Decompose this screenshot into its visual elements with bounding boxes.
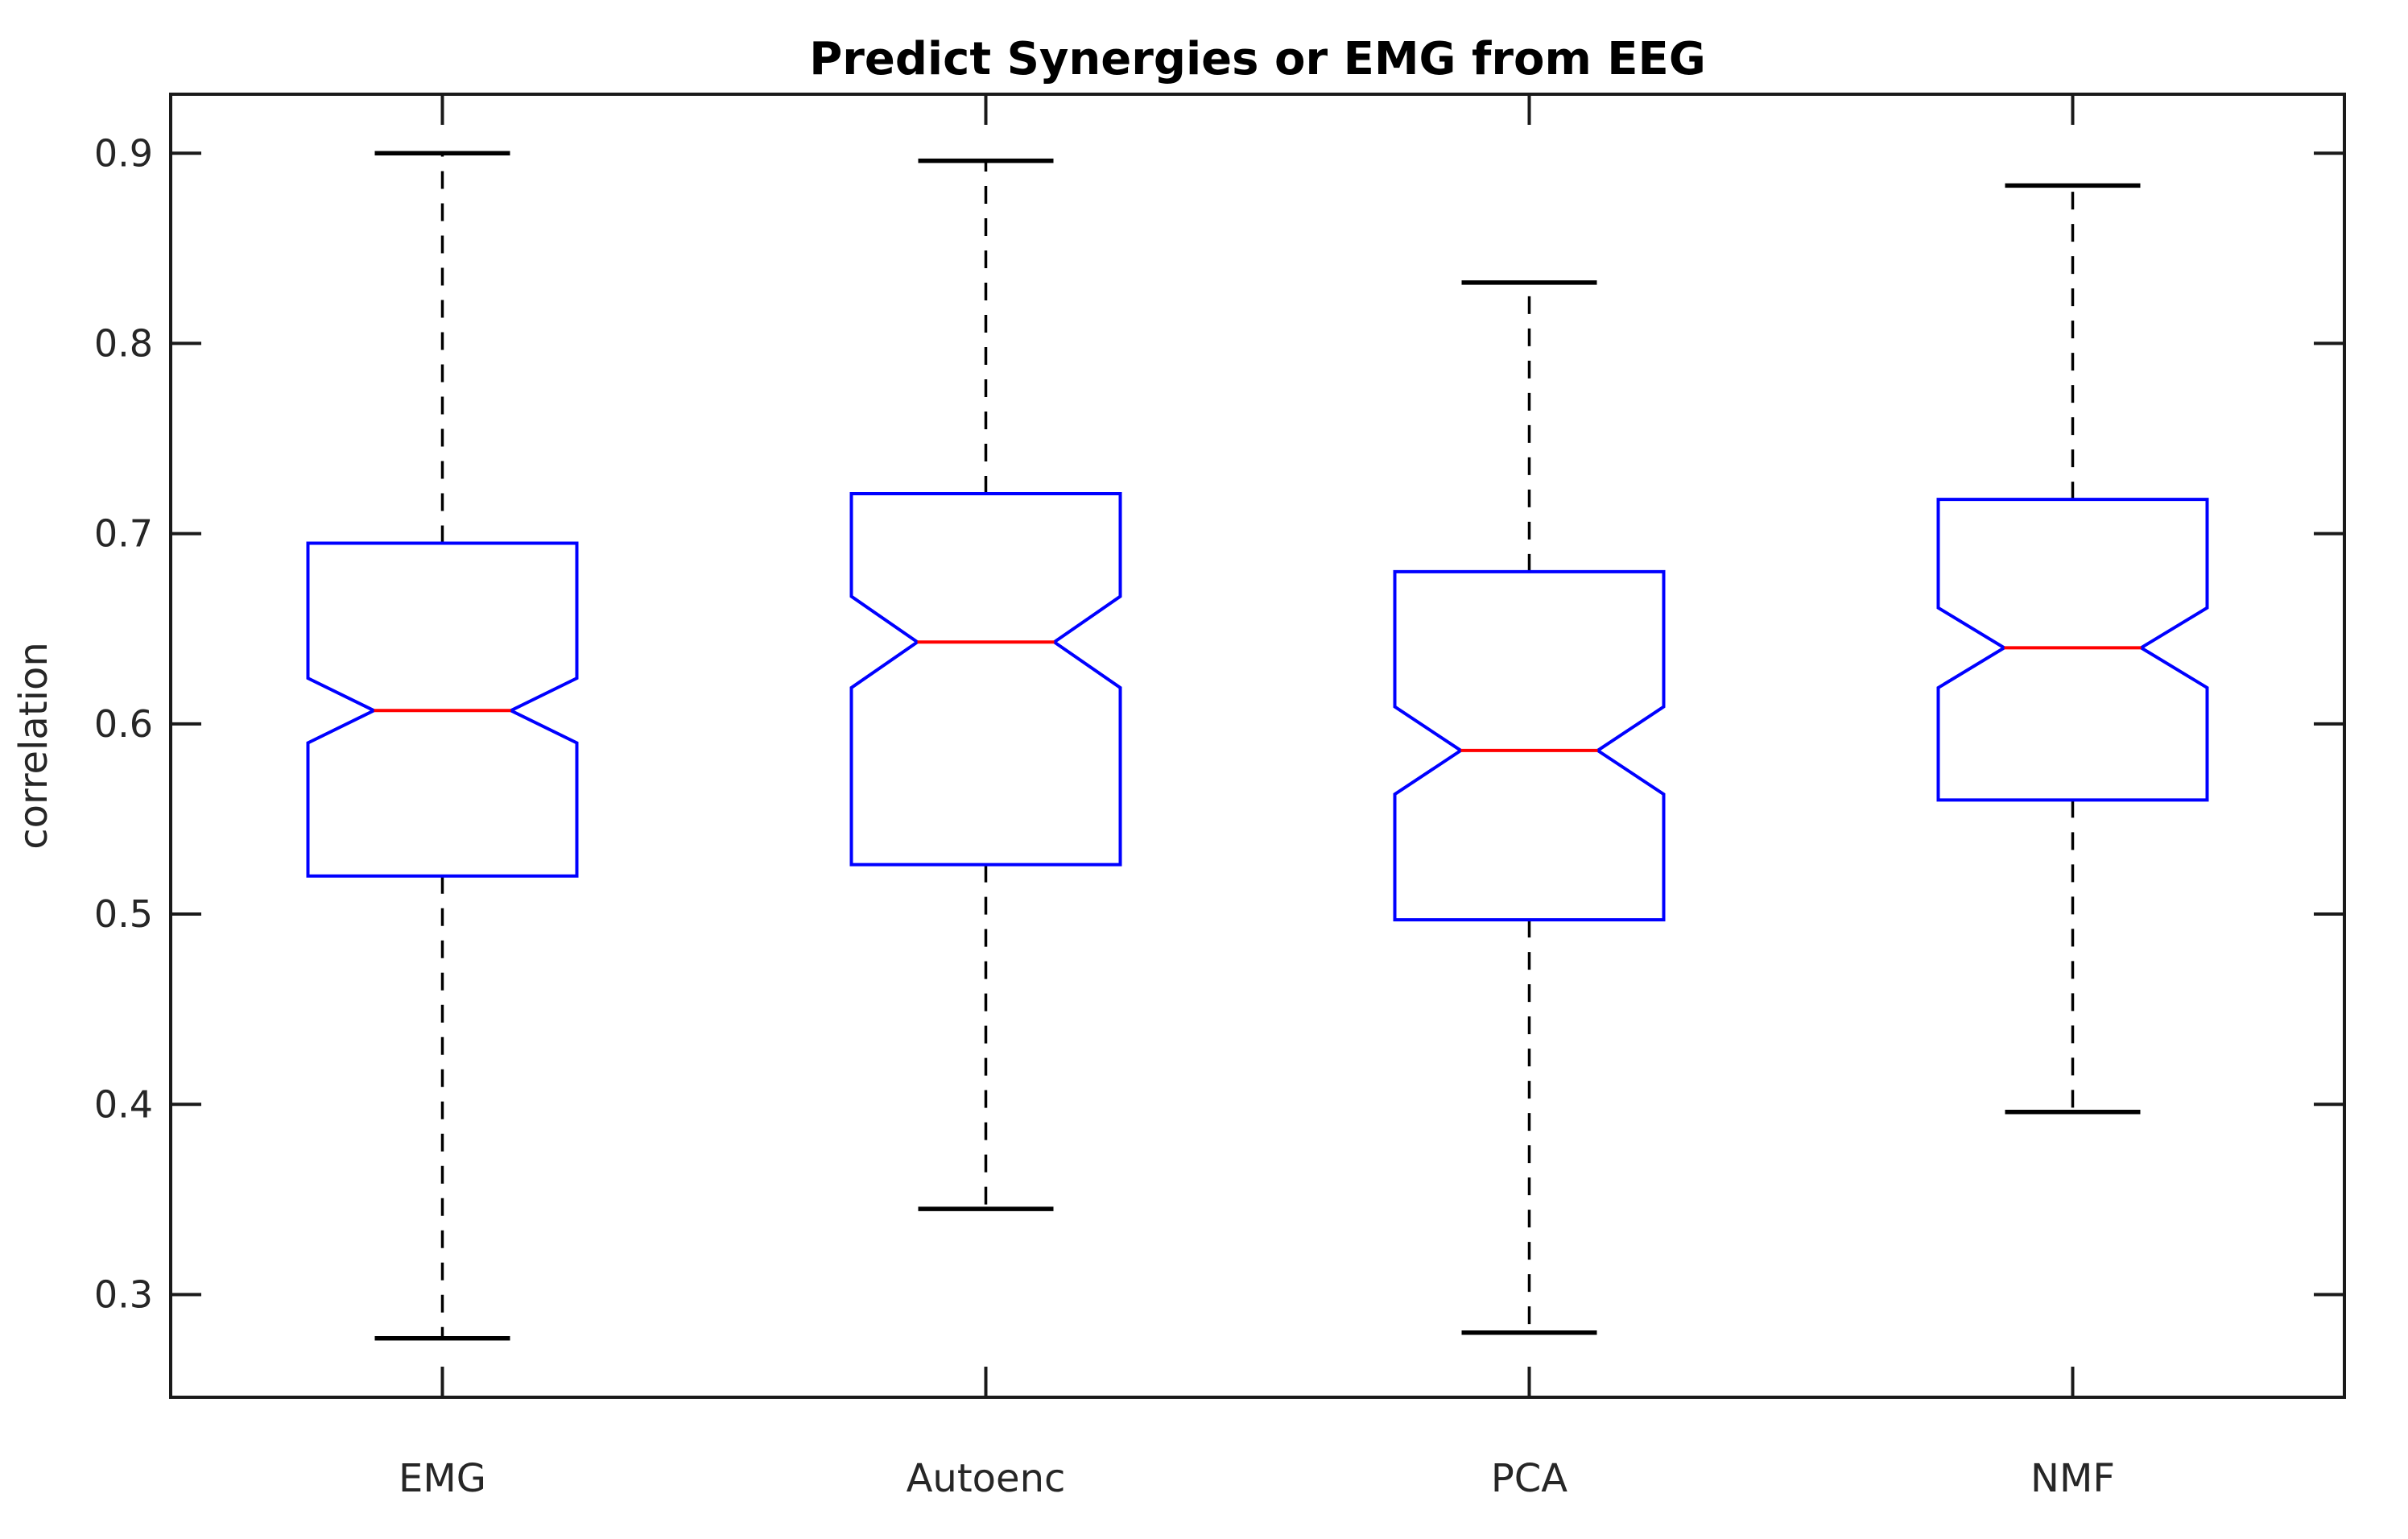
x-category-label: PCA <box>1491 1456 1567 1501</box>
x-category-label: EMG <box>399 1456 486 1501</box>
y-axis-tick-labels: 0.3 0.4 0.5 0.6 0.7 0.8 0.9 <box>94 131 153 1316</box>
x-category-label: Autoenc <box>907 1456 1066 1501</box>
box-outline <box>1936 498 2209 802</box>
y-axis-label: correlation <box>11 642 56 850</box>
y-tick-label: 0.7 <box>94 512 153 556</box>
y-tick-label: 0.4 <box>94 1082 153 1126</box>
box-group-EMG <box>306 151 579 1341</box>
box-group-Autoenc <box>849 158 1122 1211</box>
x-category-label: NMF <box>2030 1456 2115 1501</box>
axis-ticks <box>171 94 2344 1397</box>
y-tick-label: 0.6 <box>94 702 153 746</box>
box-group-PCA <box>1393 280 1666 1335</box>
box-outline <box>306 541 579 878</box>
y-tick-label: 0.9 <box>94 131 153 175</box>
y-tick-label: 0.8 <box>94 322 153 366</box>
box-series <box>306 151 2209 1341</box>
box-group-NMF <box>1936 183 2209 1115</box>
box-outline <box>849 492 1122 867</box>
chart-title: Predict Synergies or EMG from EEG <box>809 33 1706 85</box>
box-outline <box>1393 569 1666 922</box>
y-tick-label: 0.3 <box>94 1273 153 1317</box>
y-tick-label: 0.5 <box>94 892 153 936</box>
x-axis-tick-labels: EMG Autoenc PCA NMF <box>399 1456 2115 1501</box>
plot-area-border <box>169 93 2346 1399</box>
